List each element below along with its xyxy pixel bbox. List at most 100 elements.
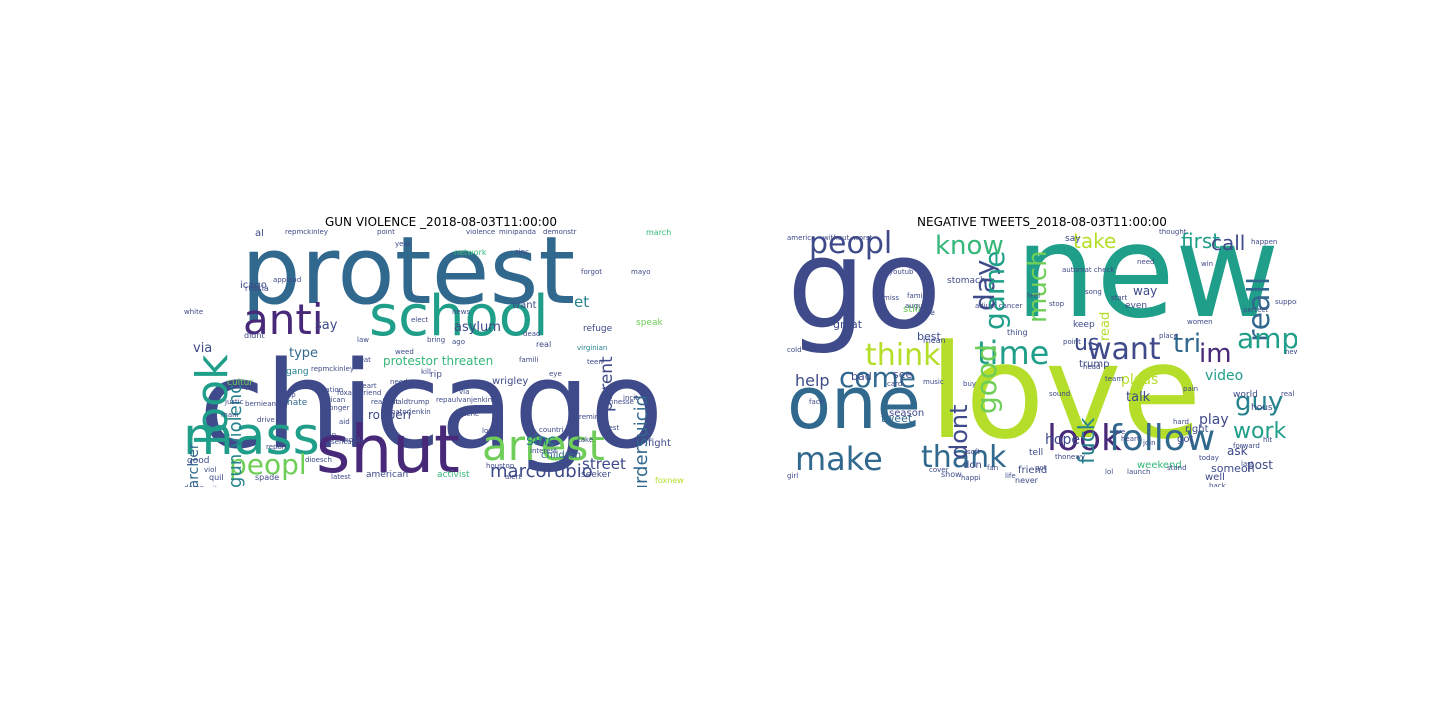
cloud-word: take — [578, 436, 594, 444]
cloud-word: speak — [636, 318, 663, 328]
cloud-word: unit — [204, 486, 218, 488]
cloud-word: remind — [579, 413, 604, 421]
cloud-word: hate — [287, 398, 308, 408]
cloud-word: didnt — [244, 331, 265, 340]
cloud-word: stomach — [947, 276, 986, 286]
cloud-word: say — [315, 318, 338, 333]
cloud-word: well — [1205, 472, 1225, 483]
cloud-word: peopl — [229, 448, 307, 481]
cloud-word: guy — [1235, 387, 1284, 417]
cloud-word: protestor threaten — [383, 354, 494, 368]
cloud-word: thank — [921, 440, 1007, 475]
cloud-word: mean — [923, 336, 946, 345]
cloud-word: real — [1281, 390, 1295, 398]
cloud-word: year — [395, 240, 411, 248]
cloud-word: tennesse — [602, 398, 634, 406]
cloud-word: feel — [1027, 292, 1041, 300]
cloud-word: pain — [1183, 385, 1199, 393]
cloud-word: peopl — [809, 229, 893, 261]
cloud-word: spade — [255, 473, 280, 482]
cloud-word: got — [1177, 434, 1194, 445]
cloud-word: cold — [787, 346, 802, 354]
cloud-word: team — [1105, 375, 1124, 383]
cloud-word: ban — [323, 431, 337, 439]
cloud-word: video — [1205, 368, 1244, 384]
cloud-word: lot — [245, 382, 258, 393]
cloud-word: weed — [395, 348, 414, 356]
cloud-word: song — [1085, 288, 1102, 296]
cloud-word: shut — [316, 411, 460, 487]
cloud-word: bad — [851, 370, 872, 383]
cloud-word: icago — [240, 280, 267, 291]
cloud-word: kill — [421, 368, 431, 376]
cloud-word: violenc — [454, 410, 479, 418]
cloud-word: dead — [523, 330, 541, 338]
cloud-word: gang — [286, 367, 309, 377]
cloud-word: need — [1137, 258, 1155, 266]
cloud-word: heart — [1121, 435, 1140, 443]
cloud-word: real — [536, 340, 552, 349]
cloud-word: call — [1211, 231, 1246, 255]
cloud-word: demo — [184, 485, 204, 488]
cloud-word: start — [1111, 294, 1128, 302]
cloud-word: mayo — [631, 268, 651, 276]
cloud-word: bernieand — [245, 400, 281, 408]
cloud-word: drive — [257, 416, 275, 424]
cloud-word: forgot — [581, 268, 602, 276]
negative-tweets-word-cloud: new love go one look follow make thank peopl time… — [787, 229, 1297, 487]
cloud-word: violence — [466, 229, 496, 236]
cloud-word: stronger — [320, 404, 350, 412]
cloud-word: need — [390, 378, 408, 386]
gun-violence-word-cloud: chicagoprotestschoolshutshootmassarresta… — [183, 229, 699, 487]
cloud-word: want — [512, 300, 537, 311]
cloud-word: place — [1159, 332, 1178, 340]
cloud-word: make — [795, 440, 883, 478]
cloud-word: refuge — [583, 324, 613, 334]
cloud-word: sound — [1049, 390, 1071, 398]
cloud-word: go — [787, 229, 942, 357]
cloud-word: type — [289, 346, 319, 361]
cloud-word: interest — [530, 447, 557, 455]
cloud-word: ago — [452, 338, 466, 346]
cloud-word: good — [970, 344, 1003, 415]
cloud-word: famili — [519, 356, 539, 364]
cloud-word: forward — [1233, 442, 1260, 450]
cloud-word: street — [582, 455, 626, 473]
cloud-word: amp — [1237, 322, 1297, 355]
cloud-word: automat check — [1062, 266, 1115, 274]
cloud-word: work — [1233, 419, 1287, 444]
cloud-word: viol — [204, 466, 217, 474]
cloud-word: one — [787, 361, 921, 445]
cloud-word: fight — [648, 438, 671, 449]
cloud-word: im — [1199, 339, 1232, 369]
cloud-word: teen — [587, 358, 603, 366]
cloud-word: game — [978, 251, 1011, 331]
cloud-word: best — [604, 424, 620, 432]
cloud-word: virginian — [577, 344, 608, 352]
cloud-word: want — [1087, 332, 1161, 367]
cloud-word: best — [917, 330, 941, 343]
cloud-word: see — [893, 368, 913, 381]
cloud-word: foxandfriend — [337, 389, 382, 397]
cloud-word: support — [1275, 298, 1297, 306]
cloud-word: dioesch — [305, 456, 332, 464]
cloud-word: anti — [243, 295, 324, 344]
cloud-word: houston — [486, 462, 515, 470]
cloud-word: point — [377, 229, 395, 236]
cloud-word: weekend — [1137, 460, 1182, 471]
cloud-word: come — [839, 361, 917, 394]
cloud-word: elect — [411, 316, 429, 324]
cloud-word: quil — [209, 473, 224, 482]
cloud-word: keep — [1073, 320, 1095, 330]
cloud-word: youtub — [889, 268, 914, 276]
cloud-word: even — [1125, 301, 1148, 311]
cloud-word: arrest — [482, 421, 605, 470]
cloud-word: follow — [1109, 418, 1216, 459]
cloud-word: stand — [1167, 464, 1187, 472]
cloud-word: never — [1015, 476, 1038, 485]
cloud-word: buy — [963, 380, 977, 388]
cloud-word: school — [369, 284, 549, 349]
cloud-word: hard — [1173, 418, 1189, 426]
cloud-word: lol — [1105, 468, 1114, 476]
cloud-word: someon — [1211, 462, 1255, 475]
